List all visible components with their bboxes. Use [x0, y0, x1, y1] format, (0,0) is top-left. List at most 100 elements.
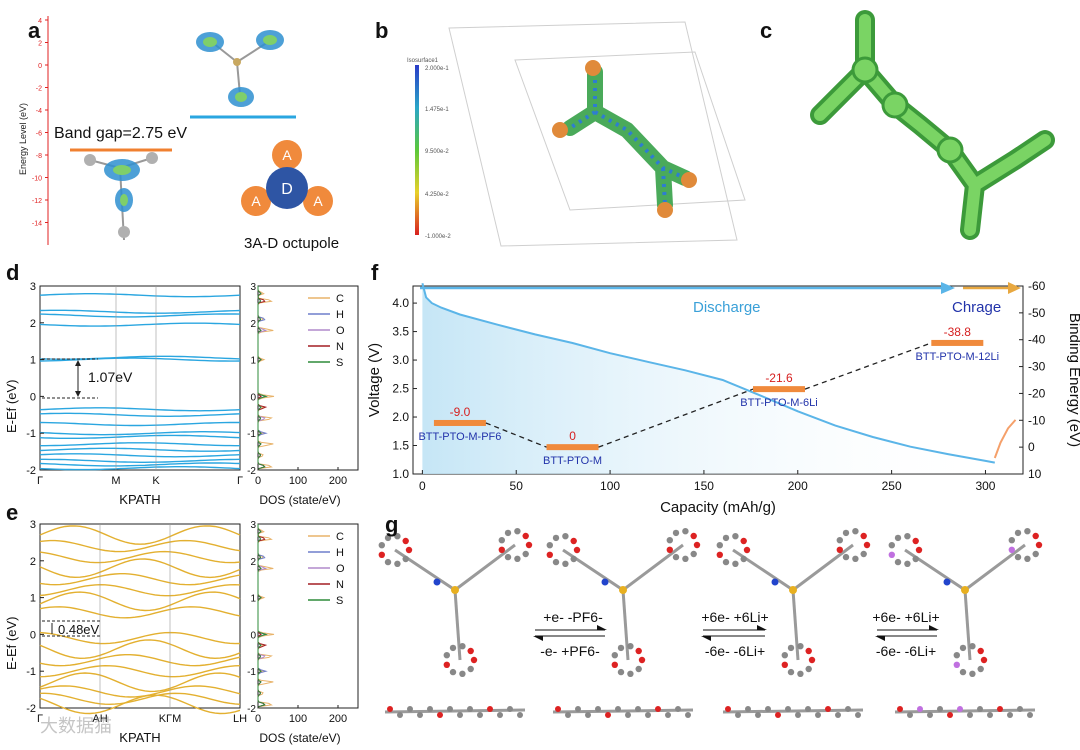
band-line [39, 466, 241, 471]
atom [787, 668, 795, 676]
band-line [39, 447, 241, 452]
atom [912, 537, 919, 545]
state-level-bar [546, 444, 599, 451]
atom [722, 534, 730, 542]
molecule-3 [716, 528, 871, 718]
atom [745, 706, 751, 712]
band-x-axis-label: KPATH [119, 730, 160, 745]
atom [1007, 712, 1013, 718]
atom [655, 706, 661, 712]
panel-label-a: a [28, 18, 41, 43]
k-point-label: M [111, 475, 120, 487]
atom [888, 551, 895, 558]
molecule-2 [546, 528, 701, 718]
atom [562, 560, 569, 567]
dos-y-tick-label: 2 [250, 319, 256, 330]
band-line [39, 407, 241, 412]
atom [570, 537, 577, 545]
atom [947, 712, 953, 718]
dos-curve-c [257, 524, 275, 709]
state-name-label: BTT-PTO-M-6Li [740, 397, 817, 409]
band-line [39, 550, 241, 564]
y2-tick-label: -10 [1028, 413, 1046, 427]
step1-forward-label: +e- -PF6- [543, 609, 603, 625]
band-y-tick-label: 1 [30, 355, 36, 367]
atom [943, 578, 951, 586]
panel-a-figure: Energy Level (eV) 4 2 0 -2 -4 -6 -8 -10 -12 -14 B… [18, 16, 339, 252]
panel-label-d: d [6, 260, 20, 285]
x-tick-label: 150 [694, 479, 714, 493]
energy-tick-label: -12 [32, 198, 42, 205]
atom [907, 712, 913, 718]
panel-e-figure: E-Ef (eV) 3 2 1 0 -1 -2 Γ AH KΓM LH KPATH 0.48eV… [4, 519, 359, 745]
atom [387, 706, 393, 712]
atom [825, 706, 831, 712]
x-tick-label: 50 [510, 479, 524, 493]
donor-node [266, 167, 308, 209]
dos-y-tick-label: -1 [247, 429, 256, 440]
atom [451, 586, 459, 594]
band-y-tick-label: -1 [26, 666, 36, 678]
atom [394, 560, 401, 567]
atom [765, 706, 771, 712]
y2-tick-label: -30 [1028, 360, 1046, 374]
atom [459, 643, 466, 650]
atom [863, 541, 871, 549]
atom [575, 706, 581, 712]
panel-g-figure: +e- -PF6- -e- +PF6- +6e- +6Li+ -6e- -6Li… [378, 528, 1043, 718]
bond [552, 708, 694, 714]
dos-ticks: 0 100 200 3 2 1 0 -1 -2 [247, 282, 347, 487]
atom [797, 670, 804, 677]
bond [791, 589, 800, 661]
acceptor-node-left [241, 186, 271, 216]
atom [852, 555, 859, 562]
bond [394, 548, 456, 592]
dos-axis-label: DOS (state/eV) [259, 731, 340, 745]
atom [487, 706, 493, 712]
band-y-tick-label: 3 [30, 519, 36, 531]
bond [454, 543, 516, 592]
atom [781, 652, 788, 659]
atom [1027, 712, 1033, 718]
band-line [40, 442, 240, 447]
band-line [39, 525, 241, 545]
direction-arrows [420, 282, 1021, 294]
atom [619, 586, 627, 594]
bond [384, 708, 526, 714]
atom [961, 586, 969, 594]
watermark: 大数据猫 [40, 716, 112, 737]
binding-energy-states: -9.0 BTT-PTO-M-PF6 0 BTT-PTO-M -21.6 BTT-PTO-… [418, 325, 999, 467]
band-line [39, 434, 241, 439]
k-point-label: Γ [237, 475, 243, 487]
atom [497, 712, 503, 718]
band-y-tick-label: 2 [30, 318, 36, 330]
atom [912, 555, 919, 563]
band-y-tick-label: 2 [30, 556, 36, 568]
dos-y-tick-label: 3 [250, 282, 256, 293]
atom [443, 661, 450, 668]
atom [378, 551, 385, 558]
atom [967, 712, 973, 718]
atom [617, 644, 625, 652]
atom [927, 712, 933, 718]
band-y-tick-label: -1 [26, 428, 36, 440]
step3-forward-label: +6e- +6Li+ [872, 609, 939, 625]
atom [402, 537, 409, 545]
step3-reverse-label: -6e- -6Li+ [876, 643, 936, 659]
dos-curve-c [257, 286, 275, 471]
band-line [39, 558, 241, 579]
energy-axis-label: Energy Level (eV) [18, 103, 28, 175]
bond [894, 708, 1036, 714]
atom [507, 706, 513, 712]
atom [570, 555, 577, 563]
state-energy-label: -9.0 [450, 405, 471, 419]
atom [449, 668, 457, 676]
y2-tick-label: 0 [1028, 440, 1035, 454]
atom [781, 661, 788, 668]
colorbar-gradient [415, 65, 419, 235]
atom [997, 706, 1003, 712]
dos-x-tick-label: 200 [329, 713, 347, 725]
dos-y-tick-label: 1 [250, 356, 256, 367]
atom [1035, 541, 1043, 549]
